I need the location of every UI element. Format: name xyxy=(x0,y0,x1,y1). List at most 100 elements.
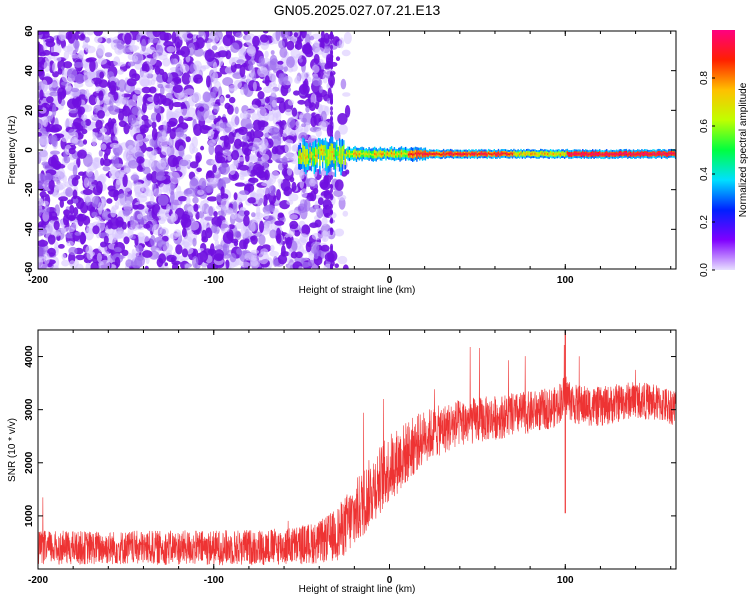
spectrogram-cell xyxy=(207,139,217,146)
spectrogram-cell xyxy=(656,152,659,155)
spectrogram-cell xyxy=(313,156,315,159)
snr-frame xyxy=(37,329,677,570)
y-tick-label: 60 xyxy=(24,25,35,37)
spectrogram-cell xyxy=(542,153,545,155)
spectrogram-cell xyxy=(330,120,334,126)
spectrogram-cell xyxy=(338,153,341,156)
spectrogram-cell xyxy=(220,198,230,211)
spectrogram-cell xyxy=(563,153,566,156)
spectrogram-cell xyxy=(295,120,301,127)
spectrogram-cell xyxy=(244,238,250,245)
spectrogram-cell xyxy=(444,153,446,156)
spectrogram-cell xyxy=(353,153,355,155)
spectrogram-cell xyxy=(367,153,369,156)
spectrogram-cell xyxy=(77,149,87,159)
spectrogram-cell xyxy=(208,35,220,44)
spectrogram-cell xyxy=(107,185,116,192)
spectrogram-cell xyxy=(252,81,257,92)
spectrogram-cell xyxy=(103,152,109,161)
spectrogram-cell xyxy=(103,235,109,245)
spectrogram-cell xyxy=(189,75,195,83)
spectrogram-cell xyxy=(222,149,232,156)
spectrogram-cell xyxy=(313,249,319,260)
spectrogram-cell xyxy=(117,62,126,67)
spectrogram-cell xyxy=(124,32,132,45)
spectrogram-cell xyxy=(614,153,616,156)
spectrogram-cell xyxy=(566,152,569,155)
spectrogram-cell xyxy=(454,152,456,155)
spectrogram-cell xyxy=(485,152,487,155)
spectrogram-cell xyxy=(198,106,205,112)
spectrogram-cell xyxy=(455,152,457,155)
spectrogram-cell xyxy=(50,52,60,57)
spectrogram-cell xyxy=(339,37,345,49)
spectrogram-cell xyxy=(128,114,137,125)
spectrogram-cell xyxy=(267,159,273,164)
spectrogram-cell xyxy=(241,135,250,141)
spectrogram-cell xyxy=(86,31,94,36)
spectrogram-cell xyxy=(249,104,259,111)
spectrogram-cell xyxy=(596,153,598,155)
spectrogram-cell xyxy=(337,155,339,158)
spectrogram-cell xyxy=(93,31,103,37)
spectrogram-cell xyxy=(555,153,557,155)
spectrogram-cell xyxy=(116,235,123,240)
spectrogram-cell xyxy=(161,121,167,126)
spectrogram-cell xyxy=(646,153,649,155)
spectrogram-cell xyxy=(252,153,259,163)
spectrogram-cell xyxy=(523,152,525,155)
spectrogram-cell xyxy=(258,122,265,131)
spectrogram-cell xyxy=(280,178,291,192)
spectrogram-cell xyxy=(459,153,462,156)
spectrogram-cell xyxy=(202,91,211,103)
spectrogram-cell xyxy=(317,147,320,150)
spectrogram-cell xyxy=(38,256,46,263)
spectrogram-cell xyxy=(170,212,178,222)
spectrogram-cell xyxy=(202,126,213,131)
spectrogram-cell xyxy=(67,31,76,44)
spectrogram-cell xyxy=(43,60,51,72)
spectrogram-cell xyxy=(175,127,185,138)
spectrogram-cell xyxy=(110,124,115,129)
spectrogram-cell xyxy=(659,152,661,155)
spectrogram-cell xyxy=(324,153,327,156)
spectrogram-cell xyxy=(243,31,249,36)
spectrogram-cell xyxy=(151,137,160,149)
spectrogram-cell xyxy=(73,207,79,217)
spectrogram-cell xyxy=(360,152,362,155)
spectrogram-cell xyxy=(91,195,101,208)
snr-series xyxy=(38,332,676,566)
spectrogram-cell xyxy=(193,123,202,136)
spectrogram-cell xyxy=(85,262,91,269)
spectrogram-cell xyxy=(361,153,363,155)
spectrogram-cell xyxy=(313,53,320,65)
spectrogram-cell xyxy=(535,153,538,156)
spectrogram-cell xyxy=(431,153,434,156)
spectrogram-cell xyxy=(235,222,245,229)
spectrogram-cell xyxy=(153,93,160,106)
spectrogram-cell xyxy=(315,154,317,157)
spectrogram-cell xyxy=(340,156,342,159)
spectrogram-cell xyxy=(405,152,407,155)
spectrogram-cell xyxy=(621,153,623,156)
spectrogram-cell xyxy=(468,152,470,155)
spectrogram-cell xyxy=(279,31,291,39)
spectrogram-cell xyxy=(561,152,563,155)
spectrogram-cell xyxy=(466,153,469,156)
spectrogram-cell xyxy=(191,147,199,153)
spectrogram-cell xyxy=(108,80,117,94)
spectrogram-cell xyxy=(301,31,307,39)
spectrogram-cell xyxy=(464,153,466,156)
x-tick-label: 0 xyxy=(387,575,393,586)
spectrogram-cell xyxy=(192,256,199,269)
spectrogram-cell xyxy=(433,152,435,155)
spectrogram-cell xyxy=(155,175,166,181)
spectrogram-cell xyxy=(281,156,288,165)
spectrogram-cell xyxy=(140,78,151,87)
spectrogram-cell xyxy=(41,161,50,166)
spectrogram-cell xyxy=(573,152,576,155)
spectrogram-cell xyxy=(428,152,431,155)
spectrogram-cell xyxy=(38,228,48,236)
spectrogram-cell xyxy=(172,112,180,119)
spectrogram-cell xyxy=(113,247,122,253)
